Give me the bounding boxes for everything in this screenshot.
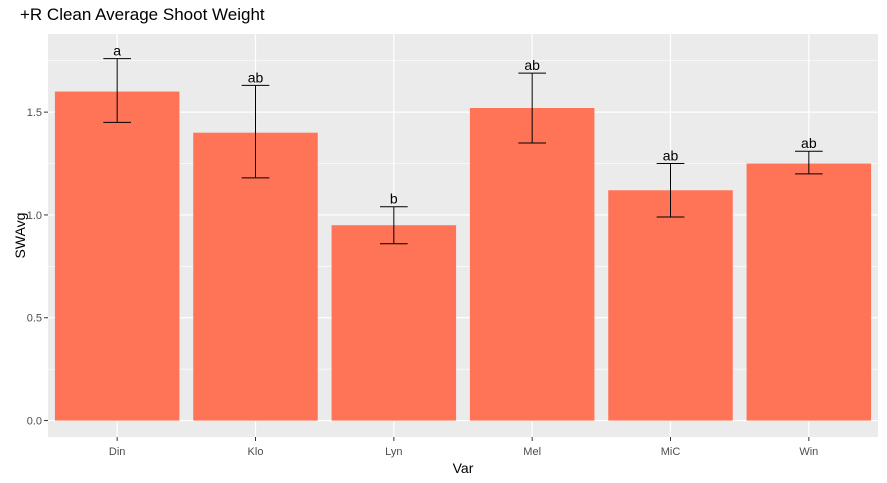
error-bar-din bbox=[103, 58, 131, 123]
y-tick-label: 0.5 bbox=[27, 313, 42, 325]
bar-lyn bbox=[331, 225, 457, 421]
significance-label: b bbox=[390, 191, 398, 207]
error-bars bbox=[103, 58, 823, 245]
error-bar-mel bbox=[518, 72, 546, 144]
error-bar-win bbox=[795, 150, 823, 175]
y-axis-title: SWAvg bbox=[12, 213, 28, 259]
bar-mel bbox=[469, 108, 595, 421]
bar-din bbox=[54, 91, 180, 421]
x-tick-label: Klo bbox=[248, 446, 264, 458]
x-axis-title: Var bbox=[453, 460, 474, 476]
chart-title: +R Clean Average Shoot Weight bbox=[20, 5, 265, 24]
y-tick-label: 1.0 bbox=[27, 210, 42, 222]
grid-minor bbox=[48, 60, 878, 370]
bar-mic bbox=[608, 190, 733, 421]
error-bar-mic bbox=[656, 163, 685, 218]
x-tick-label: Din bbox=[109, 446, 126, 458]
plot-panel bbox=[48, 34, 878, 437]
y-tick-label: 0.0 bbox=[27, 416, 42, 428]
y-tick-label: 1.5 bbox=[27, 107, 42, 119]
significance-label: ab bbox=[248, 69, 264, 85]
x-tick-label: Win bbox=[799, 446, 818, 458]
x-tick-label: Mel bbox=[523, 446, 541, 458]
error-bar-lyn bbox=[380, 206, 408, 245]
significance-label: a bbox=[113, 43, 121, 59]
bar-klo bbox=[193, 132, 318, 421]
significance-label: ab bbox=[801, 135, 817, 151]
x-tick-label: MiC bbox=[661, 446, 681, 458]
error-bar-klo bbox=[241, 84, 270, 179]
x-axis: Din Klo Lyn Mel MiC Win bbox=[109, 437, 818, 458]
bar-win bbox=[746, 163, 872, 421]
bars bbox=[54, 91, 872, 421]
significance-label: ab bbox=[524, 57, 540, 73]
x-tick-label: Lyn bbox=[385, 446, 402, 458]
y-axis: 0.0 0.5 1.0 1.5 bbox=[27, 107, 48, 428]
significance-label: ab bbox=[663, 148, 679, 164]
significance-labels: a ab b ab ab ab bbox=[113, 43, 817, 207]
